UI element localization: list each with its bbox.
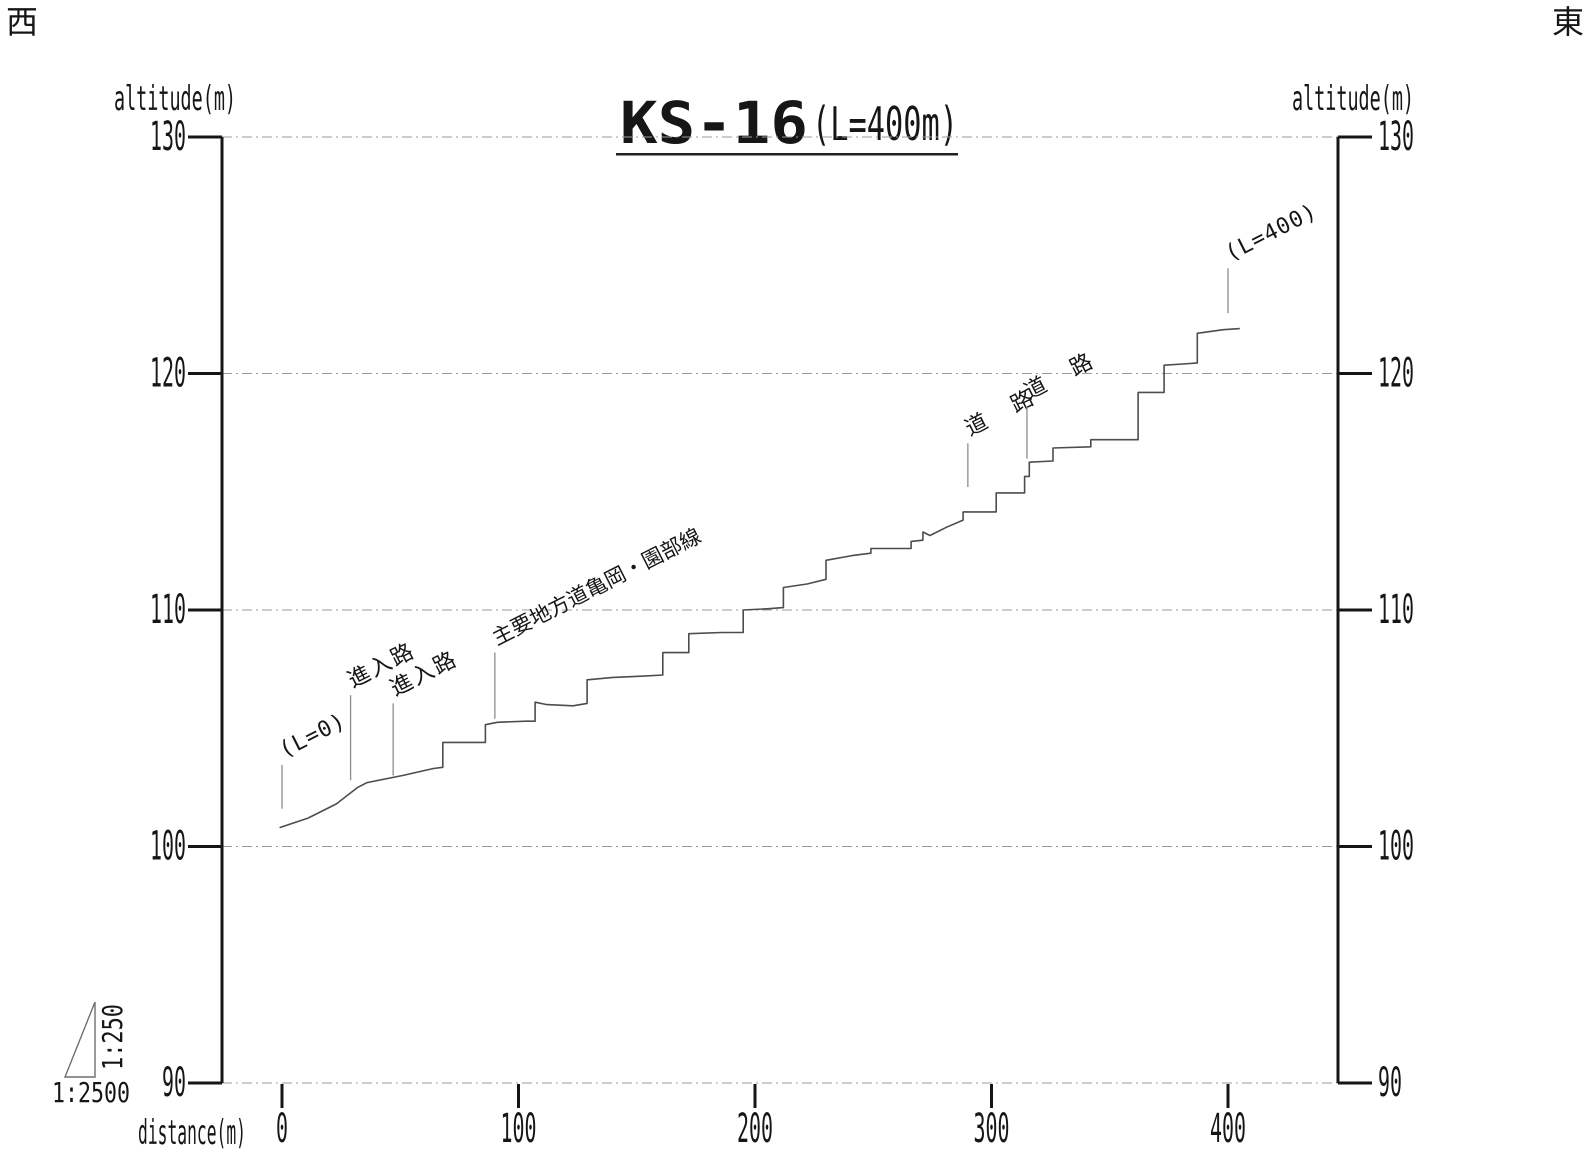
corner-label-east: 東 — [1552, 3, 1584, 41]
right-tick-label-120: 120 — [1378, 351, 1414, 397]
x-tick-label-200: 200 — [737, 1106, 773, 1152]
left-tick-label-110: 110 — [150, 587, 186, 633]
left-tick-label-120: 120 — [150, 351, 186, 397]
terrain-profile-line — [279, 327, 1240, 829]
right-tick-label-100: 100 — [1378, 824, 1414, 870]
profile-layer — [279, 327, 1240, 829]
tick-labels-layer: 90 90 100 100 110 110 120 120 130 130 0 100 200 300 40… — [150, 114, 1414, 1152]
x-tick-label-0: 0 — [276, 1106, 288, 1152]
annotation-label-3: 主要地方道亀岡・園部線 — [488, 524, 705, 650]
left-axis-title: altitude(m) — [114, 79, 236, 119]
left-tick-label-100: 100 — [150, 824, 186, 870]
gridlines-layer — [222, 136, 1338, 1084]
left-tick-label-90: 90 — [162, 1060, 186, 1106]
page-title-main: KS-16 — [620, 89, 808, 157]
corner-label-west: 西 — [6, 3, 38, 41]
right-tick-label-130: 130 — [1378, 114, 1414, 160]
ticks-layer — [188, 135, 1372, 1108]
right-axis-title: altitude(m) — [1292, 79, 1414, 119]
right-tick-label-110: 110 — [1378, 587, 1414, 633]
annotation-label-6: (L=400) — [1221, 199, 1321, 267]
x-axis-title: distance(m) — [138, 1113, 246, 1153]
left-tick-label-130: 130 — [150, 114, 186, 160]
annotation-label-5: 道 路 — [1020, 346, 1104, 405]
x-tick-label-400: 400 — [1210, 1106, 1246, 1152]
scale-triangle-icon — [63, 1001, 96, 1078]
annotation-label-0: (L=0) — [275, 709, 350, 764]
x-tick-label-300: 300 — [974, 1106, 1010, 1152]
x-tick-label-100: 100 — [501, 1106, 537, 1152]
horizontal-scale-label: 1:2500 — [52, 1076, 130, 1109]
page-title-suffix: (L=400m) — [812, 97, 958, 151]
vertical-scale-label: 1:250 — [96, 1004, 129, 1070]
right-tick-label-90: 90 — [1378, 1060, 1402, 1106]
